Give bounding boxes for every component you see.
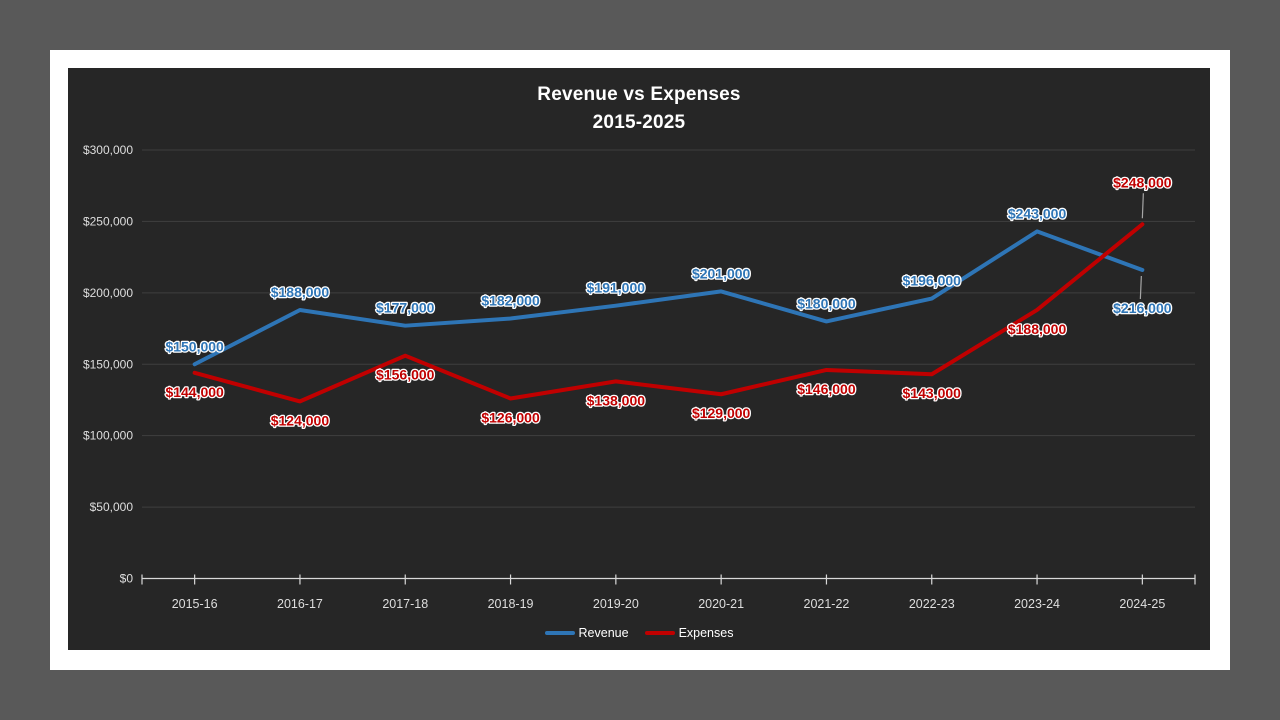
data-label-revenue: $196,000 bbox=[903, 273, 962, 289]
data-label-expenses: $126,000 bbox=[481, 410, 540, 426]
label-leader-line bbox=[1141, 193, 1144, 219]
legend-label: Revenue bbox=[578, 626, 629, 640]
data-label-expenses: $156,000 bbox=[376, 367, 435, 383]
y-axis-tick-label: $0 bbox=[120, 572, 134, 586]
legend-label: Expenses bbox=[678, 626, 734, 640]
y-axis-tick-label: $200,000 bbox=[83, 286, 133, 300]
chart-title-block: Revenue vs Expenses 2015-2025 bbox=[68, 81, 1210, 137]
x-axis-tick-label: 2022-23 bbox=[909, 597, 955, 611]
chart-subtitle: 2015-2025 bbox=[592, 112, 686, 133]
chart-canvas[interactable]: $0 $50,000 $100,000 $150,000 $200,000 $250,00… bbox=[68, 68, 1210, 650]
legend-item-expenses: Expenses bbox=[644, 626, 734, 640]
chart-svg: $0 $50,000 $100,000 $150,000 $200,000 $250,00… bbox=[83, 143, 1196, 611]
chart-legend: Revenue Expenses bbox=[68, 624, 1210, 642]
data-label-revenue: $150,000 bbox=[165, 338, 224, 354]
y-axis-tick-label: $50,000 bbox=[90, 500, 134, 514]
x-axis-tick-label: 2019-20 bbox=[593, 597, 639, 611]
data-label-expenses: $138,000 bbox=[587, 392, 646, 408]
data-label-expenses: $146,000 bbox=[797, 381, 856, 397]
x-axis-tick-label: 2017-18 bbox=[382, 597, 428, 611]
legend-item-revenue: Revenue bbox=[544, 626, 629, 640]
data-label-revenue: $216,000 bbox=[1113, 300, 1172, 316]
data-label-revenue: $201,000 bbox=[692, 265, 751, 281]
y-axis-tick-label: $100,000 bbox=[83, 429, 133, 443]
data-label-expenses: $144,000 bbox=[165, 384, 224, 400]
x-axis-tick-label: 2018-19 bbox=[488, 597, 534, 611]
x-axis-tick-label: 2021-22 bbox=[804, 597, 850, 611]
x-axis-tick-label: 2016-17 bbox=[277, 597, 323, 611]
data-label-revenue: $177,000 bbox=[376, 300, 435, 316]
x-axis-tick-label: 2015-16 bbox=[172, 597, 218, 611]
data-label-expenses: $188,000 bbox=[1008, 321, 1067, 337]
y-axis-tick-label: $150,000 bbox=[83, 357, 133, 371]
label-leader-line bbox=[1139, 275, 1142, 300]
legend-swatch-expenses bbox=[644, 631, 675, 635]
x-axis-tick-label: 2020-21 bbox=[698, 597, 744, 611]
x-axis-tick-label: 2024-25 bbox=[1119, 597, 1165, 611]
data-label-expenses: $248,000 bbox=[1113, 174, 1172, 190]
data-label-expenses: $143,000 bbox=[903, 385, 962, 401]
series-line-revenue bbox=[192, 229, 1145, 367]
x-axis-tick-label: 2023-24 bbox=[1014, 597, 1060, 611]
data-label-revenue: $191,000 bbox=[587, 280, 646, 296]
data-label-expenses: $124,000 bbox=[271, 412, 330, 428]
legend-swatch-revenue bbox=[544, 631, 575, 635]
y-axis-tick-label: $300,000 bbox=[83, 143, 133, 157]
data-label-expenses: $129,000 bbox=[692, 405, 751, 421]
y-axis-tick-label: $250,000 bbox=[83, 214, 133, 228]
series-line-expenses bbox=[192, 222, 1145, 404]
data-label-revenue: $180,000 bbox=[797, 295, 856, 311]
data-label-revenue: $243,000 bbox=[1008, 205, 1067, 221]
slide-canvas: $0 $50,000 $100,000 $150,000 $200,000 $250,00… bbox=[50, 50, 1230, 670]
data-label-revenue: $182,000 bbox=[481, 293, 540, 309]
data-label-revenue: $188,000 bbox=[271, 284, 330, 300]
chart-title: Revenue vs Expenses bbox=[537, 84, 741, 105]
